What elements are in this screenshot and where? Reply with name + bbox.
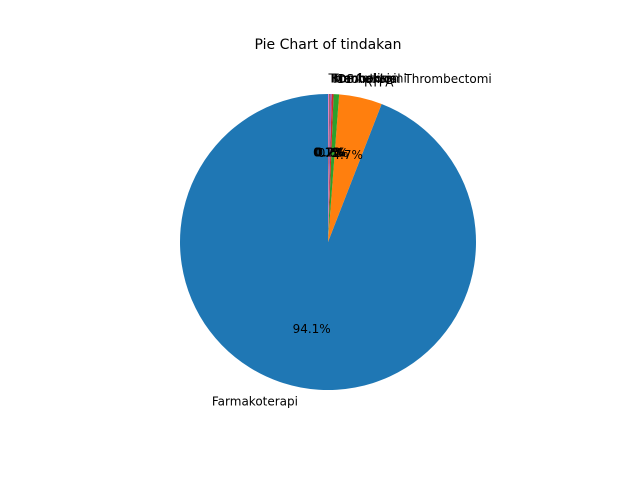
pie-slices	[180, 94, 477, 391]
slice-pct-label-3: 0.2%	[316, 146, 347, 160]
pie-labels: Farmakoterapi 94.1% RTPA 4.7% DSA 0.6% Mechani…	[212, 72, 492, 409]
pie-slice-4	[328, 94, 332, 242]
slice-label-6: Trombektomi	[328, 72, 407, 86]
slice-pct-label-1: 4.7%	[332, 148, 363, 162]
slice-label-1: RTPA	[364, 76, 394, 90]
slice-label-5: Trombolisis	[329, 72, 397, 86]
slice-pct-label-0: 94.1%	[293, 322, 331, 336]
pie-slice-6	[328, 94, 329, 242]
pie-slice-0	[180, 94, 477, 391]
slice-label-0: Farmakoterapi	[212, 395, 298, 409]
slice-label-3: Mechanical Thrombectomi	[333, 72, 492, 86]
slice-pct-label-4: 0.2%	[314, 146, 345, 160]
slice-pct-label-2: 0.6%	[318, 146, 349, 160]
chart-title: Pie Chart of tindakan	[255, 37, 402, 53]
pie-slice-2	[328, 94, 340, 242]
slice-pct-label-5: 0.1%	[314, 146, 345, 160]
pie-slice-3	[328, 94, 334, 242]
slice-label-2: DSA	[337, 72, 363, 86]
slice-pct-label-6: 0.1%	[313, 146, 344, 160]
pie-slice-5	[328, 94, 330, 242]
slice-label-4: Kraniotomi	[331, 72, 397, 86]
pie-slice-1	[328, 94, 382, 242]
